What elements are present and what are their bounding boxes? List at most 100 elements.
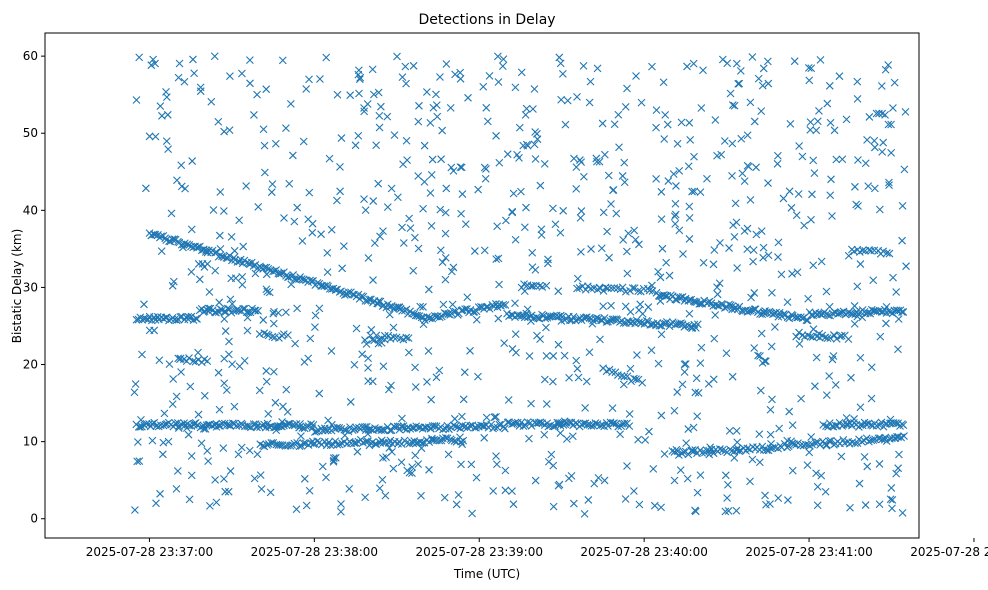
point-clutter: [724, 506, 733, 515]
point-low-delay-track-a: [495, 420, 504, 429]
point-clutter: [201, 248, 210, 256]
x-tick-label: 2025-07-28 23:37:00: [86, 545, 213, 559]
point-descending-track: [772, 308, 781, 317]
point-clutter: [861, 159, 870, 168]
point-clutter: [133, 457, 142, 466]
point-clutter: [644, 303, 653, 311]
point-clutter: [797, 394, 805, 403]
point-clutter: [861, 501, 870, 509]
point-clutter: [876, 332, 885, 341]
point-mid-delay-track: [193, 315, 201, 323]
point-clutter: [576, 156, 584, 164]
point-clutter: [405, 214, 414, 223]
point-clutter: [432, 101, 441, 110]
point-clutter: [759, 253, 768, 262]
point-clutter: [234, 450, 243, 459]
point-clutter: [580, 509, 589, 518]
point-clutter: [869, 276, 878, 285]
point-clutter: [725, 426, 734, 435]
point-clutter: [448, 300, 457, 309]
point-low-delay-track-a: [891, 419, 900, 428]
point-clutter: [625, 410, 634, 418]
point-clutter: [634, 435, 642, 444]
point-low-delay-track-a: [245, 422, 253, 431]
point-clutter: [393, 193, 402, 202]
point-clutter: [151, 59, 159, 68]
point-clutter: [875, 205, 884, 214]
point-clutter: [673, 139, 682, 148]
point-clutter: [817, 471, 826, 480]
point-clutter: [696, 471, 705, 479]
point-clutter: [756, 386, 765, 395]
point-clutter: [564, 474, 573, 483]
point-clutter: [870, 136, 879, 145]
point-clutter: [492, 255, 501, 264]
point-clutter: [456, 163, 465, 171]
point-clutter: [730, 453, 739, 462]
point-descending-track: [289, 271, 298, 279]
point-clutter: [659, 78, 668, 87]
point-clutter: [447, 267, 456, 276]
point-clutter: [875, 460, 884, 468]
point-clutter: [529, 105, 537, 113]
point-clutter: [172, 484, 181, 493]
point-clutter: [474, 372, 482, 381]
point-clutter: [259, 316, 268, 324]
point-low-delay-track-a: [138, 422, 146, 431]
point-clutter: [367, 325, 376, 334]
point-clutter: [525, 352, 534, 360]
point-short-tracks: [792, 332, 801, 341]
point-low-delay-track-a: [232, 422, 241, 430]
point-clutter: [657, 187, 666, 196]
point-clutter: [671, 210, 680, 219]
point-clutter: [379, 227, 387, 236]
point-clutter: [508, 208, 517, 217]
point-clutter: [389, 464, 398, 473]
point-clutter: [323, 268, 332, 277]
point-clutter: [501, 216, 510, 225]
point-clutter: [492, 412, 500, 421]
point-low-delay-track-a: [218, 419, 227, 428]
point-clutter: [424, 285, 433, 294]
point-short-tracks: [634, 287, 643, 296]
point-clutter: [728, 101, 737, 109]
point-clutter: [621, 302, 630, 311]
point-clutter: [156, 489, 164, 498]
y-tick-label: 20: [23, 358, 38, 372]
point-clutter: [364, 254, 373, 262]
point-low-delay-track-a: [414, 423, 423, 432]
point-clutter: [405, 348, 413, 357]
point-clutter: [549, 461, 558, 470]
point-clutter: [231, 274, 240, 283]
point-clutter: [167, 209, 176, 218]
point-clutter: [288, 151, 297, 160]
point-clutter: [324, 416, 333, 425]
point-clutter: [260, 168, 269, 177]
point-clutter: [616, 430, 625, 439]
point-clutter: [230, 402, 239, 411]
point-clutter: [495, 158, 504, 167]
point-clutter: [721, 471, 730, 480]
point-clutter: [224, 487, 233, 496]
point-low-delay-track-a: [154, 422, 163, 431]
point-clutter: [254, 202, 263, 211]
point-clutter: [798, 152, 807, 161]
point-clutter: [338, 264, 347, 273]
point-clutter: [374, 88, 383, 97]
point-clutter: [660, 135, 669, 143]
point-clutter: [397, 458, 406, 467]
point-clutter: [426, 118, 435, 127]
point-clutter: [657, 503, 665, 512]
point-clutter: [774, 494, 783, 503]
point-clutter: [220, 354, 229, 363]
y-tick-label: 40: [23, 203, 38, 217]
point-clutter: [733, 438, 742, 447]
point-clutter: [815, 329, 824, 338]
point-clutter: [568, 432, 577, 441]
point-clutter: [262, 377, 271, 386]
point-clutter: [749, 257, 757, 266]
point-clutter: [853, 282, 862, 291]
point-mid-delay-track: [569, 312, 578, 321]
point-clutter: [195, 275, 204, 284]
